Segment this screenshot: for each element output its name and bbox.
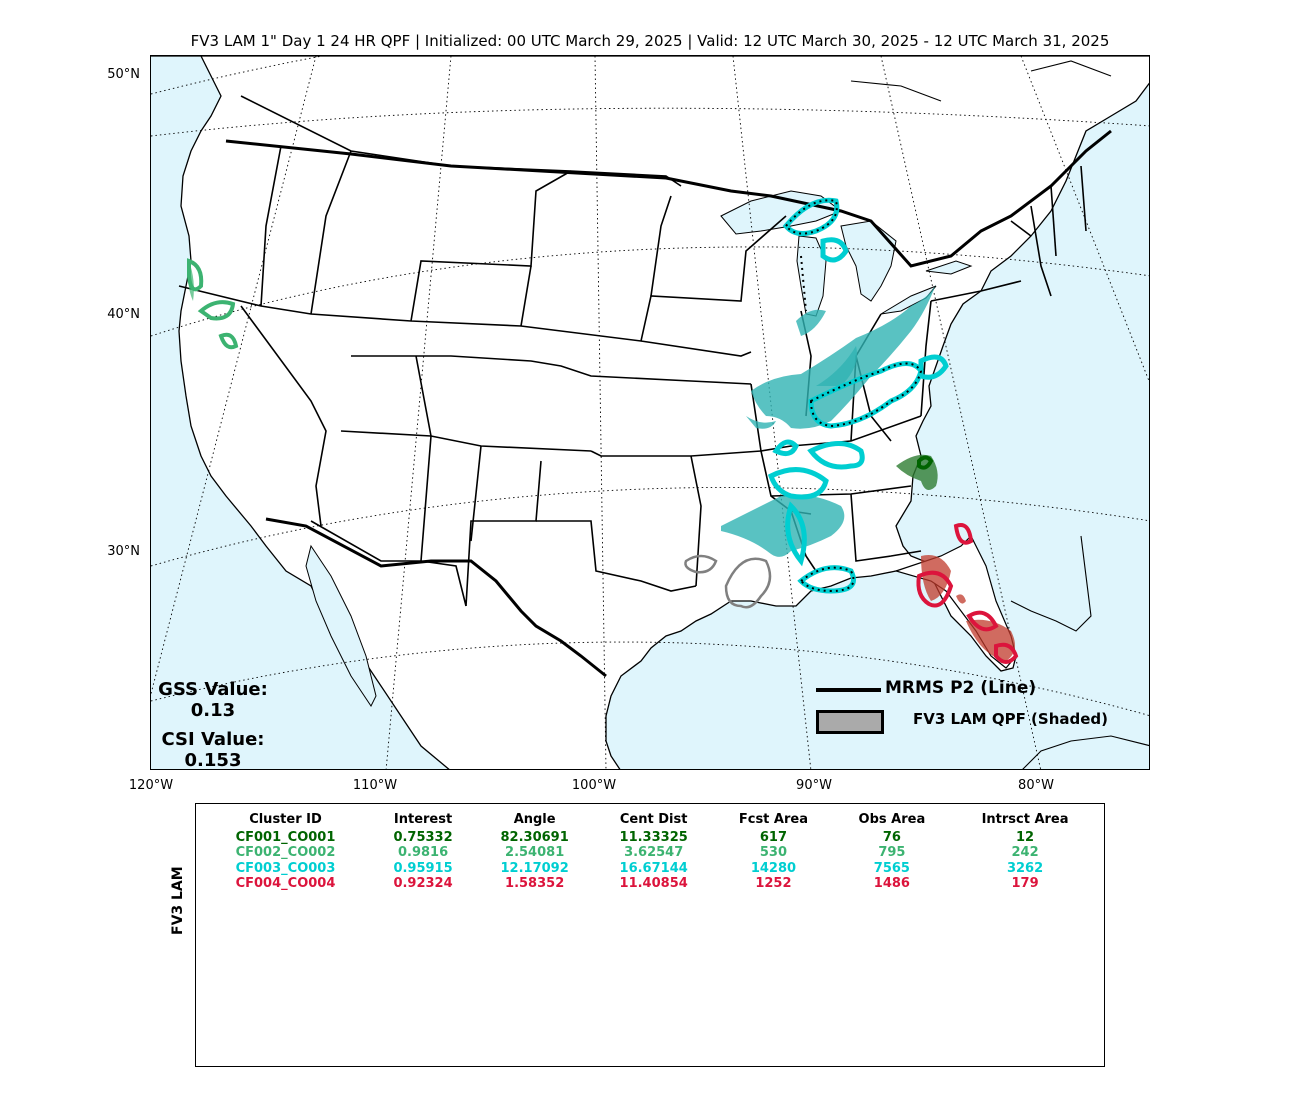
cell-obs-area: 795 [878,845,906,860]
cell-intrsct-area: 12 [1016,829,1035,845]
obs-dotted-lines [784,199,923,593]
gss-score: GSS Value: 0.13 [143,679,283,721]
cell-cluster-id: CF002_CO002 [235,845,336,860]
table-row: CF003_CO003 0.95915 12.17092 16.67144 14… [200,861,1100,877]
header-obs-area: Obs Area [858,812,926,827]
csi-score: CSI Value: 0.153 [143,729,283,771]
cell-interest: 0.95915 [393,860,453,876]
cell-cluster-id: CF004_CO004 [235,876,336,891]
lake-ontario [925,260,973,275]
landmass [151,56,1149,769]
cell-cent-dist: 3.62547 [624,845,684,860]
legend-shaded-label: FV3 LAM QPF (Shaded) [913,710,1109,728]
cell-intrsct-area: 3262 [1006,860,1044,876]
lon-label-110: 110°W [352,778,398,793]
map-title: FV3 LAM 1" Day 1 24 HR QPF | Initialized… [190,32,1110,50]
map-canvas [151,56,1149,769]
header-angle: Angle [513,812,556,827]
table-row: CF004_CO004 0.92324 1.58352 11.40854 125… [200,876,1100,892]
header-cent-dist: Cent Dist [619,812,688,827]
lon-label-120: 120°W [128,778,174,793]
cell-fcst-area: 14280 [750,860,797,876]
legend-shaded-swatch [816,710,884,734]
stats-table: Cluster ID Interest Angle Cent Dist Fcst… [200,812,1100,892]
lake-huron [840,220,897,302]
lat-label-40: 40°N [107,307,140,322]
header-interest: Interest [393,812,453,827]
graticule [151,56,1149,769]
cell-intrsct-area: 179 [1011,876,1039,891]
cell-interest: 0.92324 [393,876,453,891]
gss-label: GSS Value: [158,679,268,700]
lon-label-90: 90°W [796,778,832,793]
cell-angle: 1.58352 [505,876,565,891]
unmatched-cluster [684,554,772,609]
stats-ylabel: FV3 LAM [170,866,186,935]
lat-label-30: 30°N [107,544,140,559]
cell-interest: 0.9816 [397,845,449,860]
national-borders [225,129,1112,678]
csi-value: 0.153 [184,750,242,771]
legend-line-label: MRMS P2 (Line) [885,678,1037,698]
gss-value: 0.13 [190,700,236,721]
qpf-map [150,55,1150,770]
cluster-cf002 [187,258,239,350]
cell-angle: 12.17092 [500,860,569,876]
stats-panel [195,803,1105,1067]
header-cluster-id: Cluster ID [249,812,322,827]
cell-angle: 2.54081 [505,845,565,860]
cell-fcst-area: 1252 [755,876,792,891]
csi-label: CSI Value: [161,729,265,750]
cell-intrsct-area: 242 [1011,845,1039,860]
cell-angle: 82.30691 [500,829,569,845]
cell-obs-area: 76 [882,829,901,845]
stats-header-row: Cluster ID Interest Angle Cent Dist Fcst… [200,812,1100,830]
cell-fcst-area: 617 [759,829,787,845]
cell-cluster-id: CF001_CO001 [235,829,336,845]
cell-cluster-id: CF003_CO003 [235,860,336,876]
gulf-of-california [305,544,377,707]
lon-label-80: 80°W [1018,778,1054,793]
cluster-cf001 [896,454,938,490]
lat-label-50: 50°N [107,67,140,82]
cell-interest: 0.75332 [393,829,453,845]
table-row: CF001_CO001 0.75332 82.30691 11.33325 61… [200,830,1100,846]
header-fcst-area: Fcst Area [738,812,808,827]
cell-obs-area: 1486 [873,876,910,891]
cluster-cf004 [916,523,1019,664]
table-row: CF002_CO002 0.9816 2.54081 3.62547 530 7… [200,845,1100,861]
cell-cent-dist: 11.33325 [619,829,688,845]
header-intrsct-area: Intrsct Area [981,812,1069,827]
lon-label-100: 100°W [571,778,617,793]
cell-fcst-area: 530 [759,845,787,860]
cluster-cf003-forecast [721,284,936,557]
coast-details [850,60,1149,769]
cell-cent-dist: 11.40854 [619,876,688,891]
cell-cent-dist: 16.67144 [619,860,688,876]
cell-obs-area: 7565 [873,860,910,876]
